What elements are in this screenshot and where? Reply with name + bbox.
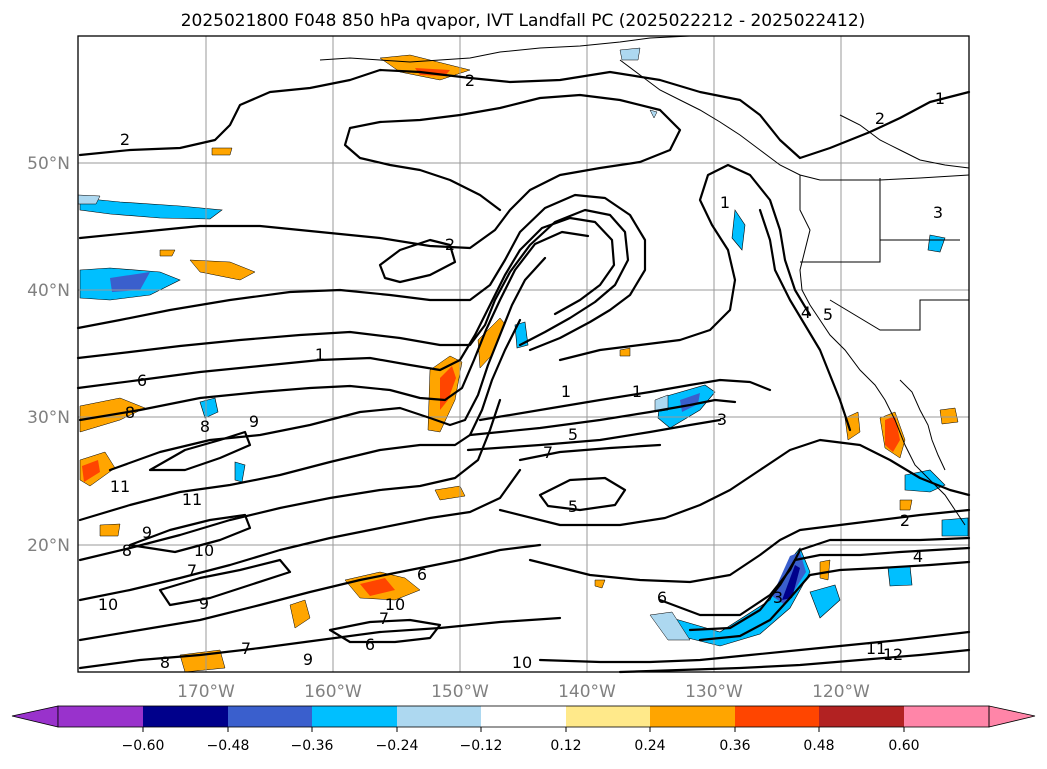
contour-label: 1 — [935, 89, 945, 108]
contour-label: 9 — [249, 412, 259, 431]
contour-label: 8 — [200, 417, 210, 436]
contour-label: 8 — [122, 541, 132, 560]
contour-label: 8 — [160, 653, 170, 672]
contour-label: 1 — [720, 193, 730, 212]
contour-label: 5 — [823, 305, 833, 324]
lon-label: 150°W — [431, 682, 489, 702]
contour-label: 2 — [465, 71, 475, 90]
contour-label: 7 — [379, 609, 389, 628]
contour-label: 3 — [933, 203, 943, 222]
contour-label: 8 — [125, 403, 135, 422]
contour-label: 2 — [445, 235, 455, 254]
contour-label: 6 — [657, 588, 667, 607]
contour-label: 7 — [241, 639, 251, 658]
coastlines — [319, 35, 970, 526]
contour-label: 1 — [315, 345, 325, 364]
colorbar-tick-label: −0.60 — [122, 738, 165, 754]
lon-label: 130°W — [685, 682, 743, 702]
contour-label: 4 — [913, 547, 923, 566]
contour-label: 4 — [801, 303, 811, 322]
contour-label: 10 — [98, 595, 118, 614]
latitude-labels: 50°N 40°N 30°N 20°N — [27, 154, 70, 556]
lat-label: 50°N — [27, 154, 70, 174]
contour-label: 10 — [385, 595, 405, 614]
colorbar-bin — [481, 706, 566, 727]
contour-label: 11 — [866, 639, 886, 658]
contour-label: 2 — [120, 130, 130, 149]
colorbar-bin — [650, 706, 735, 727]
contour-label: 3 — [717, 410, 727, 429]
colorbar-bin — [58, 706, 143, 727]
contour-label: 10 — [194, 541, 214, 560]
colorbar-tick-label: 0.24 — [634, 738, 665, 754]
colorbar-bin — [819, 706, 904, 727]
contours — [76, 68, 971, 674]
colorbar-extend-low — [11, 705, 59, 728]
colorbar-bin — [735, 706, 819, 727]
colorbar-bin — [566, 706, 650, 727]
contour-label: 11 — [110, 477, 130, 496]
colorbar-tick-label: 0.48 — [803, 738, 834, 754]
colorbar-tick-label: −0.24 — [376, 738, 419, 754]
contour-label: 10 — [512, 653, 532, 672]
contour-label: 6 — [365, 635, 375, 654]
contour-label: 1 — [632, 382, 642, 401]
colorbar-tick-label: 0.12 — [550, 738, 581, 754]
colorbar-bin — [904, 706, 989, 727]
contour-label: 7 — [543, 443, 553, 462]
contour-label: 9 — [303, 650, 313, 669]
colorbar-tick-label: 0.36 — [719, 738, 750, 754]
contour-label: 12 — [883, 645, 903, 664]
contour-label: 2 — [875, 109, 885, 128]
contour-label: 5 — [568, 425, 578, 444]
map-panel: 2 2 2 2 1 1 1 1 1 3 3 4 5 5 5 6 6 6 6 7 … — [76, 35, 971, 674]
lon-label: 120°W — [812, 682, 870, 702]
contour-label: 5 — [568, 497, 578, 516]
colorbar-bin — [397, 706, 481, 727]
lon-label: 160°W — [304, 682, 362, 702]
contour-label: 2 — [900, 511, 910, 530]
lat-label: 20°N — [27, 536, 70, 556]
contour-labels: 2 2 2 2 1 1 1 1 1 3 3 4 5 5 5 6 6 6 6 7 … — [98, 71, 945, 672]
contour-label: 6 — [417, 565, 427, 584]
contour-label: 9 — [142, 523, 152, 542]
map-border — [77, 35, 970, 673]
colorbar-bin — [143, 706, 228, 727]
figure-title: 2025021800 F048 850 hPa qvapor, IVT Land… — [181, 11, 866, 31]
colorbar: −0.60 −0.48 −0.36 −0.24 −0.12 0.12 0.24 … — [11, 705, 1036, 754]
colorbar-tick-label: −0.12 — [460, 738, 503, 754]
colorbar-bin — [312, 706, 397, 727]
colorbar-bin — [228, 706, 312, 727]
colorbar-tick-label: −0.48 — [207, 738, 250, 754]
longitude-labels: 170°W 160°W 150°W 140°W 130°W 120°W — [177, 682, 870, 702]
lon-label: 170°W — [177, 682, 235, 702]
contour-label: 6 — [137, 371, 147, 390]
contour-label: 1 — [561, 382, 571, 401]
contour-label: 3 — [773, 588, 783, 607]
lat-label: 30°N — [27, 408, 70, 428]
colorbar-tick-label: −0.36 — [291, 738, 334, 754]
contour-label: 11 — [182, 490, 202, 509]
colorbar-extend-high — [988, 705, 1036, 728]
contour-label: 7 — [187, 561, 197, 580]
contour-label: 9 — [199, 594, 209, 613]
colorbar-tick-label: 0.60 — [888, 738, 919, 754]
lon-label: 140°W — [558, 682, 616, 702]
lat-label: 40°N — [27, 281, 70, 301]
